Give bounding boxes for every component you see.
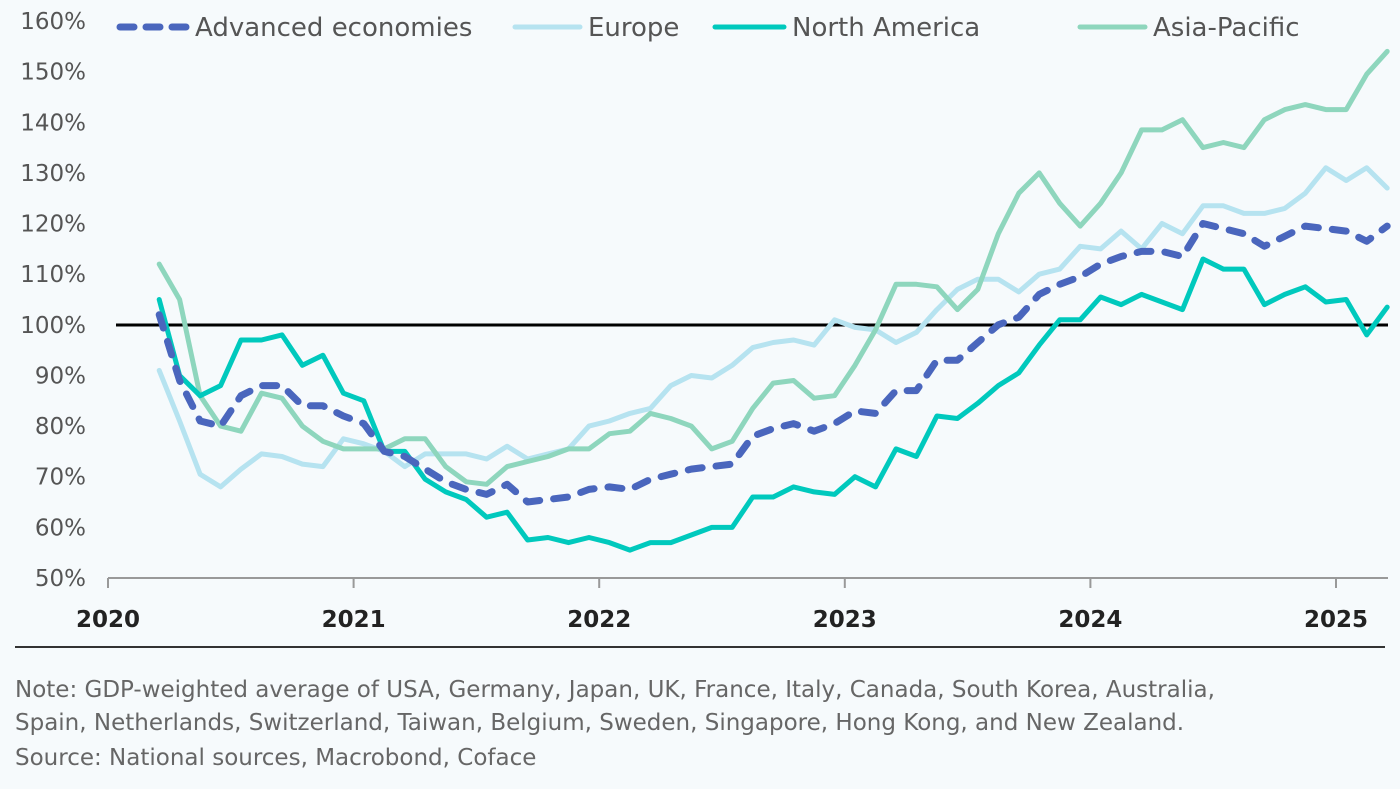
x-tick-label: 2025 <box>1304 607 1368 633</box>
series-line-asia-pacific <box>156 48 1390 487</box>
y-tick-label: 140% <box>20 110 86 136</box>
y-tick-label: 100% <box>20 313 86 339</box>
y-tick-label: 90% <box>35 363 86 389</box>
series-line-europe <box>156 165 1390 490</box>
series-group <box>155 48 1391 553</box>
y-tick-label: 150% <box>20 60 86 86</box>
legend-label: Advanced economies <box>195 13 472 43</box>
series-line-north-america <box>156 256 1390 553</box>
x-tick-label: 2023 <box>813 607 877 633</box>
x-tick-label: 2024 <box>1058 607 1122 633</box>
y-tick-label: 80% <box>35 414 86 440</box>
x-tick-label: 2020 <box>76 607 140 633</box>
y-tick-label: 120% <box>20 212 86 238</box>
x-axis: 2020 2021 2022 2023 2024 2025 <box>76 577 1388 633</box>
series-line-advanced-economies <box>155 220 1391 506</box>
note-line-2: Spain, Netherlands, Switzerland, Taiwan,… <box>15 710 1184 736</box>
y-tick-label: 160% <box>20 9 86 35</box>
y-tick-label: 70% <box>35 465 86 491</box>
y-tick-label: 130% <box>20 161 86 187</box>
source-line: Source: National sources, Macrobond, Cof… <box>15 745 536 771</box>
x-tick-label: 2021 <box>322 607 386 633</box>
y-tick-label: 50% <box>35 566 86 592</box>
legend-label: Asia-Pacific <box>1153 13 1300 43</box>
y-axis: 50% 60% 70% 80% 90% 100% 110% 120% 130% 140% 150% 1… <box>20 9 86 592</box>
y-tick-label: 110% <box>20 262 86 288</box>
x-tick-label: 2022 <box>567 607 631 633</box>
legend-label: North America <box>792 13 980 43</box>
legend: Advanced economies Europe North America Asi… <box>116 13 1300 43</box>
note-line-1: Note: GDP-weighted average of USA, Germa… <box>15 677 1215 703</box>
y-tick-label: 60% <box>35 515 86 541</box>
legend-label: Europe <box>588 13 679 43</box>
